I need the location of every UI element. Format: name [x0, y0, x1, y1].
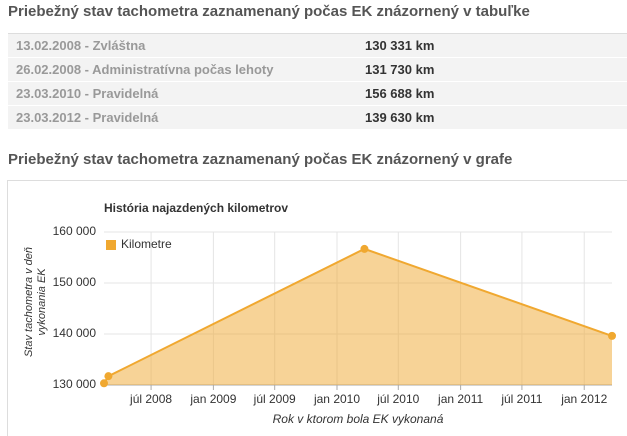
y-tick-label: 150 000 [53, 275, 97, 289]
chart-title: História najazdených kilometrov [104, 201, 288, 215]
x-tick-label: jan 2009 [189, 392, 236, 406]
table-cell: 131 730 km [365, 62, 435, 77]
point [608, 331, 616, 340]
chart-frame [7, 180, 627, 436]
table-cell: 139 630 km [365, 110, 435, 125]
table-cell: 26.02.2008 - Administratívna počas lehot… [16, 62, 274, 77]
table-row: 23.03.2010 - Pravidelná 156 688 km [8, 82, 627, 105]
table: 13.02.2008 - Zvláštna 130 331 km 26.02.200… [8, 33, 627, 130]
point [104, 372, 113, 381]
x-axis-title: Rok v ktorom bola EK vykonaná [273, 412, 444, 426]
table-row: 13.02.2008 - Zvláštna 130 331 km [8, 34, 627, 57]
y-tick-label: 140 000 [53, 326, 97, 340]
x-tick-label: jan 2011 [437, 392, 483, 406]
section-heading: Priebežný stav tachometra zaznamenaný po… [8, 3, 530, 20]
x-tick-label: júl 2008 [129, 392, 172, 406]
table-cell: 13.02.2008 - Zvláštna [16, 38, 146, 53]
y-axis-title: Stav tachometra v deň vykonania EK [23, 246, 48, 358]
area [104, 248, 612, 385]
y-tick-label: 160 000 [53, 224, 97, 238]
x-tick-label: jan 2012 [560, 392, 607, 406]
table-cell: 23.03.2010 - Pravidelná [16, 86, 159, 101]
x-tick-label: júl 2010 [376, 392, 419, 406]
legend-label: Kilometre [121, 237, 172, 251]
point [100, 379, 108, 388]
table-cell: 23.03.2012 - Pravidelná [16, 110, 159, 125]
table-row: 23.03.2012 - Pravidelná 139 630 km [8, 106, 627, 129]
y-tick-label: 130 000 [53, 377, 97, 391]
point [360, 244, 369, 253]
x-tick-label: jan 2010 [313, 392, 360, 406]
line [103, 247, 613, 384]
section-heading: Priebežný stav tachometra zaznamenaný po… [8, 151, 513, 168]
x-tick-label: júl 2011 [500, 392, 542, 406]
table-cell: 130 331 km [365, 38, 435, 53]
table-cell: 156 688 km [365, 86, 435, 101]
legend-swatch [106, 240, 116, 250]
x-tick-label: júl 2009 [253, 392, 296, 406]
table-row: 26.02.2008 - Administratívna počas lehot… [8, 58, 627, 81]
